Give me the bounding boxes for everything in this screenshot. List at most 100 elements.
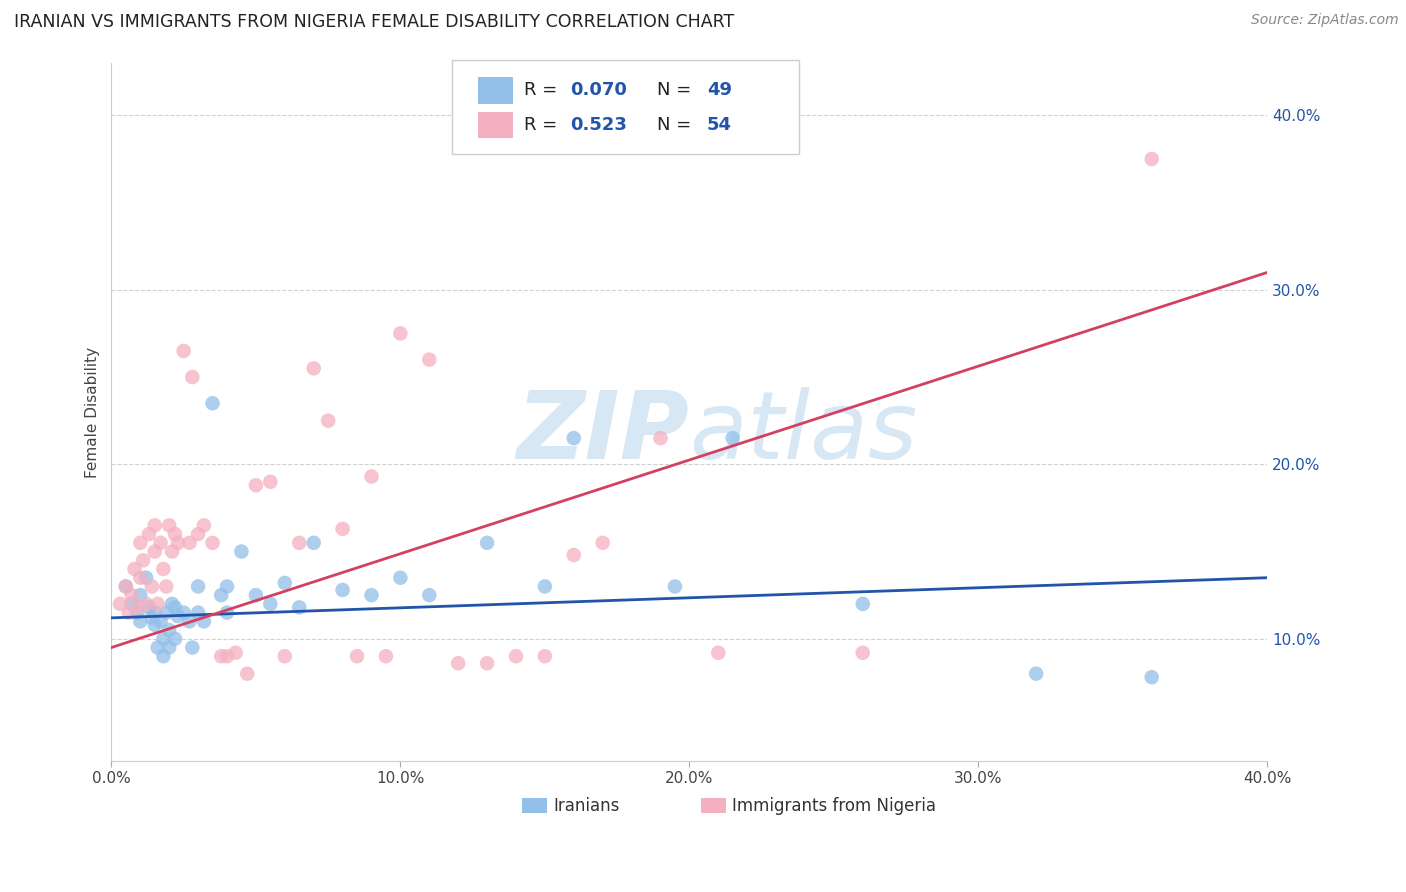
Text: atlas: atlas <box>689 387 918 478</box>
Point <box>534 649 557 664</box>
Point <box>146 640 169 655</box>
Point <box>721 431 744 445</box>
Point <box>259 597 281 611</box>
Point <box>135 571 157 585</box>
Point <box>650 431 672 445</box>
Text: 0.070: 0.070 <box>571 81 627 99</box>
Point <box>152 632 174 646</box>
Point <box>149 615 172 629</box>
Point <box>187 579 209 593</box>
FancyBboxPatch shape <box>478 77 513 103</box>
Text: Immigrants from Nigeria: Immigrants from Nigeria <box>733 797 936 815</box>
Point <box>129 571 152 585</box>
Point <box>316 414 339 428</box>
Point <box>143 544 166 558</box>
Point <box>193 518 215 533</box>
Text: Source: ZipAtlas.com: Source: ZipAtlas.com <box>1251 13 1399 28</box>
Point <box>118 606 141 620</box>
Point <box>475 536 498 550</box>
Text: R =: R = <box>524 116 562 134</box>
Point <box>138 600 160 615</box>
Point <box>181 370 204 384</box>
Text: IRANIAN VS IMMIGRANTS FROM NIGERIA FEMALE DISABILITY CORRELATION CHART: IRANIAN VS IMMIGRANTS FROM NIGERIA FEMAL… <box>14 13 734 31</box>
Point <box>505 649 527 664</box>
Point <box>534 579 557 593</box>
Point <box>157 518 180 533</box>
Point <box>173 343 195 358</box>
Point <box>132 553 155 567</box>
Point <box>149 536 172 550</box>
Point <box>143 518 166 533</box>
Point <box>124 562 146 576</box>
Point <box>163 527 186 541</box>
Point <box>245 478 267 492</box>
Point <box>193 615 215 629</box>
Point <box>215 606 238 620</box>
Point <box>181 640 204 655</box>
Point <box>332 522 354 536</box>
Point <box>209 649 232 664</box>
Point <box>143 606 166 620</box>
Point <box>225 646 247 660</box>
Point <box>274 649 297 664</box>
Point <box>179 536 201 550</box>
Point <box>129 536 152 550</box>
Text: 0.523: 0.523 <box>571 116 627 134</box>
Point <box>201 536 224 550</box>
Point <box>163 632 186 646</box>
Point <box>374 649 396 664</box>
Point <box>129 615 152 629</box>
Point <box>129 588 152 602</box>
Point <box>173 606 195 620</box>
Point <box>141 579 163 593</box>
Point <box>146 597 169 611</box>
Point <box>163 600 186 615</box>
Point <box>187 527 209 541</box>
Y-axis label: Female Disability: Female Disability <box>86 346 100 477</box>
Point <box>592 536 614 550</box>
Point <box>236 666 259 681</box>
Text: N =: N = <box>657 116 697 134</box>
Point <box>389 326 412 341</box>
Point <box>389 571 412 585</box>
Point <box>157 623 180 637</box>
Text: 54: 54 <box>707 116 731 134</box>
Point <box>201 396 224 410</box>
Point <box>160 597 183 611</box>
Point <box>418 588 440 602</box>
Point <box>155 606 177 620</box>
Point <box>302 361 325 376</box>
Point <box>155 579 177 593</box>
Point <box>231 544 253 558</box>
FancyBboxPatch shape <box>478 112 513 138</box>
Point <box>332 582 354 597</box>
Point <box>360 588 382 602</box>
Point <box>215 579 238 593</box>
Point <box>152 649 174 664</box>
Point <box>1025 666 1047 681</box>
Point <box>108 597 131 611</box>
Point <box>167 609 190 624</box>
Point <box>127 606 149 620</box>
Point <box>562 548 585 562</box>
Point <box>707 646 730 660</box>
Point <box>121 588 143 602</box>
Point <box>135 597 157 611</box>
Point <box>852 597 875 611</box>
Point <box>288 600 311 615</box>
Point <box>209 588 232 602</box>
Point <box>121 597 143 611</box>
Point <box>852 646 875 660</box>
Point <box>115 579 138 593</box>
Point <box>115 579 138 593</box>
Point <box>127 600 149 615</box>
Point <box>245 588 267 602</box>
Point <box>360 469 382 483</box>
Point <box>346 649 368 664</box>
FancyBboxPatch shape <box>453 60 799 153</box>
Point <box>141 611 163 625</box>
Point <box>274 576 297 591</box>
Point <box>664 579 686 593</box>
Point <box>302 536 325 550</box>
Point <box>1140 152 1163 166</box>
